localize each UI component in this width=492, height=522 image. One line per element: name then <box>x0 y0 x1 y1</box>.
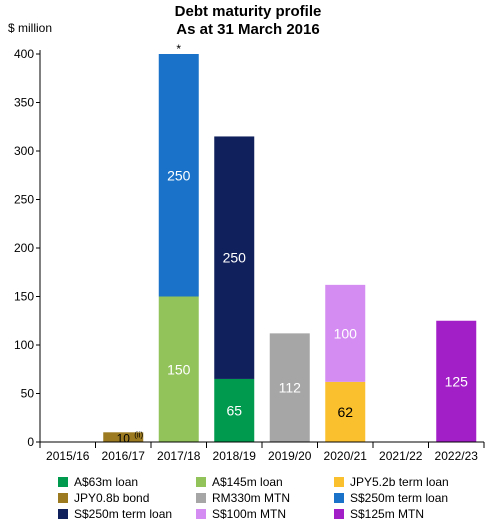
x-tick-label: 2015/16 <box>46 449 90 463</box>
legend-label: RM330m MTN <box>212 490 291 505</box>
legend-swatch <box>58 492 68 503</box>
y-tick-label: 0 <box>27 435 34 449</box>
legend-swatch <box>196 492 206 503</box>
bar-data-label: 65 <box>226 402 242 418</box>
x-tick-label: 2016/17 <box>102 449 146 463</box>
y-axis: 0 50 100 150 200 250 300 350 400 <box>14 47 41 449</box>
y-tick-label: 150 <box>14 290 34 304</box>
y-tick-label: 400 <box>14 47 34 61</box>
chart-title-line-1: Debt maturity profile <box>175 3 322 20</box>
bar-annotation: * <box>176 42 181 56</box>
x-tick-label: 2021/22 <box>379 449 423 463</box>
x-tick-label: 2022/23 <box>435 449 479 463</box>
bar-data-label: 10 <box>117 431 131 445</box>
bar-segment <box>325 381 366 442</box>
bar-segment <box>103 432 144 442</box>
chart-title-line-2: As at 31 March 2016 <box>176 21 319 38</box>
bar-data-label: 150 <box>167 361 191 377</box>
y-tick-label: 300 <box>14 144 34 158</box>
legend-item: S$125m MTN <box>334 506 484 521</box>
legend-swatch <box>58 508 68 519</box>
legend-item: S$100m MTN <box>196 506 334 521</box>
x-tick-label: 2017/18 <box>157 449 201 463</box>
bar-data-label: 250 <box>223 250 247 266</box>
bar-segment <box>214 136 255 379</box>
bars-group <box>103 54 477 442</box>
x-tick-label: 2020/21 <box>324 449 368 463</box>
legend-swatch <box>334 476 344 487</box>
bar-data-label: 125 <box>445 373 469 389</box>
x-axis: 2015/16 2016/17 2017/18 2018/19 2019/20 2020/… <box>39 441 485 463</box>
y-tick-label: 100 <box>14 338 34 352</box>
bar-data-label: 112 <box>279 380 302 396</box>
legend-item: RM330m MTN <box>196 490 334 505</box>
legend-item: S$250m term loan <box>58 506 196 521</box>
legend-label: S$250m term loan <box>74 506 173 521</box>
y-axis-label: $ million <box>8 21 52 35</box>
bar-segment <box>214 378 255 442</box>
legend-item: A$63m loan <box>58 474 196 489</box>
legend-swatch <box>58 476 68 487</box>
legend-item: JPY0.8b bond <box>58 490 196 505</box>
legend-swatch <box>334 492 344 503</box>
legend-label: JPY0.8b bond <box>74 490 150 505</box>
x-tick-label: 2019/20 <box>268 449 312 463</box>
legend-swatch <box>196 476 206 487</box>
bar-data-label: 100 <box>334 325 358 341</box>
y-tick-label: 200 <box>14 241 34 255</box>
x-tick-label: 2018/19 <box>213 449 257 463</box>
bar-data-label: 250 <box>167 167 191 183</box>
bar-segment <box>325 284 366 382</box>
legend-label: A$63m loan <box>74 474 139 489</box>
bar-annotation: (ii) <box>134 430 143 439</box>
legend-item: S$250m term loan <box>334 490 484 505</box>
legend-swatch <box>196 508 206 519</box>
legend-item: JPY5.2b term loan <box>334 474 484 489</box>
y-tick-label: 350 <box>14 96 34 110</box>
bar-segment <box>158 54 199 297</box>
legend-swatch <box>334 508 344 519</box>
bar-segment <box>269 333 310 442</box>
y-tick-label: 50 <box>21 387 35 401</box>
legend-label: S$250m term loan <box>350 490 449 505</box>
bar-segment <box>158 296 199 442</box>
legend-label: S$125m MTN <box>350 506 425 521</box>
bar-data-label: 62 <box>337 404 353 420</box>
legend-label: JPY5.2b term loan <box>350 474 449 489</box>
legend-item: A$145m loan <box>196 474 334 489</box>
legend-label: A$145m loan <box>212 474 283 489</box>
legend-label: S$100m MTN <box>212 506 287 521</box>
y-tick-label: 250 <box>14 193 34 207</box>
bar-segment <box>436 320 477 442</box>
legend: A$63m loan A$145m loan JPY5.2b term loan JP… <box>58 474 488 521</box>
